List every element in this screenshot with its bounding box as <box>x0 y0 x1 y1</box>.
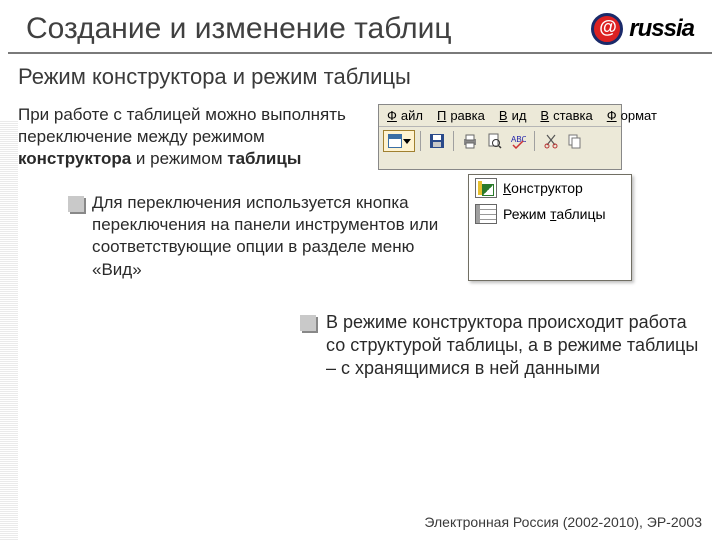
magnify-page-icon <box>486 133 502 149</box>
dropdown-item-datasheet[interactable]: Режим таблицы <box>469 201 631 227</box>
paragraph-3-block: В режиме конструктора происходит работа … <box>300 311 700 381</box>
logo-text: russia <box>629 15 694 43</box>
spellcheck-icon: ABC <box>510 133 526 149</box>
menu-view[interactable]: Вид <box>495 107 535 124</box>
dropdown-item-design[interactable]: Конструктор <box>469 175 631 201</box>
cut-button[interactable] <box>540 130 562 152</box>
screenshot-menubar-toolbar: Файл Правка Вид Вставка Формат ABC <box>378 104 622 170</box>
toolbar-separator <box>420 131 421 151</box>
para1-bold1: конструктора <box>18 149 131 168</box>
print-icon <box>462 133 478 149</box>
dropdown-item-label: Режим таблицы <box>503 206 606 222</box>
view-switch-button[interactable] <box>383 130 415 152</box>
print-button[interactable] <box>459 130 481 152</box>
logo-icon <box>591 13 623 45</box>
copy-button[interactable] <box>564 130 586 152</box>
page-title: Создание и изменение таблиц <box>26 12 591 46</box>
menu-file[interactable]: Файл <box>383 107 431 124</box>
toolbar: ABC <box>379 127 621 155</box>
copy-icon <box>567 133 583 149</box>
svg-text:ABC: ABC <box>511 135 526 144</box>
bullet-icon <box>300 315 316 331</box>
para1-mid: и режимом <box>131 149 227 168</box>
chevron-down-icon <box>403 139 411 144</box>
spellcheck-button[interactable]: ABC <box>507 130 529 152</box>
dropdown-item-label: Конструктор <box>503 180 583 196</box>
paragraph-3: В режиме конструктора происходит работа … <box>326 311 700 381</box>
datasheet-icon <box>388 134 402 148</box>
para1-pre: При работе с таблицей можно выполнять пе… <box>18 105 346 146</box>
toolbar-separator <box>453 131 454 151</box>
datasheet-view-icon <box>475 204 497 224</box>
paragraph-1: При работе с таблицей можно выполнять пе… <box>18 104 358 170</box>
paragraph-2-block: Для переключения используется кнопка пер… <box>18 192 448 280</box>
menu-format[interactable]: Формат <box>603 107 665 124</box>
bullet-icon <box>68 196 84 212</box>
paragraph-2: Для переключения используется кнопка пер… <box>92 192 448 280</box>
screenshot-view-dropdown: Конструктор Режим таблицы <box>468 174 632 280</box>
print-preview-button[interactable] <box>483 130 505 152</box>
menu-edit[interactable]: Правка <box>433 107 493 124</box>
menu-insert[interactable]: Вставка <box>536 107 600 124</box>
toolbar-separator <box>534 131 535 151</box>
left-decorative-strip <box>0 120 18 540</box>
save-icon <box>429 133 445 149</box>
menubar: Файл Правка Вид Вставка Формат <box>379 105 621 127</box>
logo: russia <box>591 13 694 45</box>
title-bar: Создание и изменение таблиц russia <box>8 0 712 54</box>
subtitle: Режим конструктора и режим таблицы <box>0 54 720 104</box>
save-button[interactable] <box>426 130 448 152</box>
design-view-icon <box>475 178 497 198</box>
cut-icon <box>543 133 559 149</box>
footer: Электронная Россия (2002-2010), ЭР-2003 <box>424 514 702 530</box>
para1-bold2: таблицы <box>227 149 301 168</box>
